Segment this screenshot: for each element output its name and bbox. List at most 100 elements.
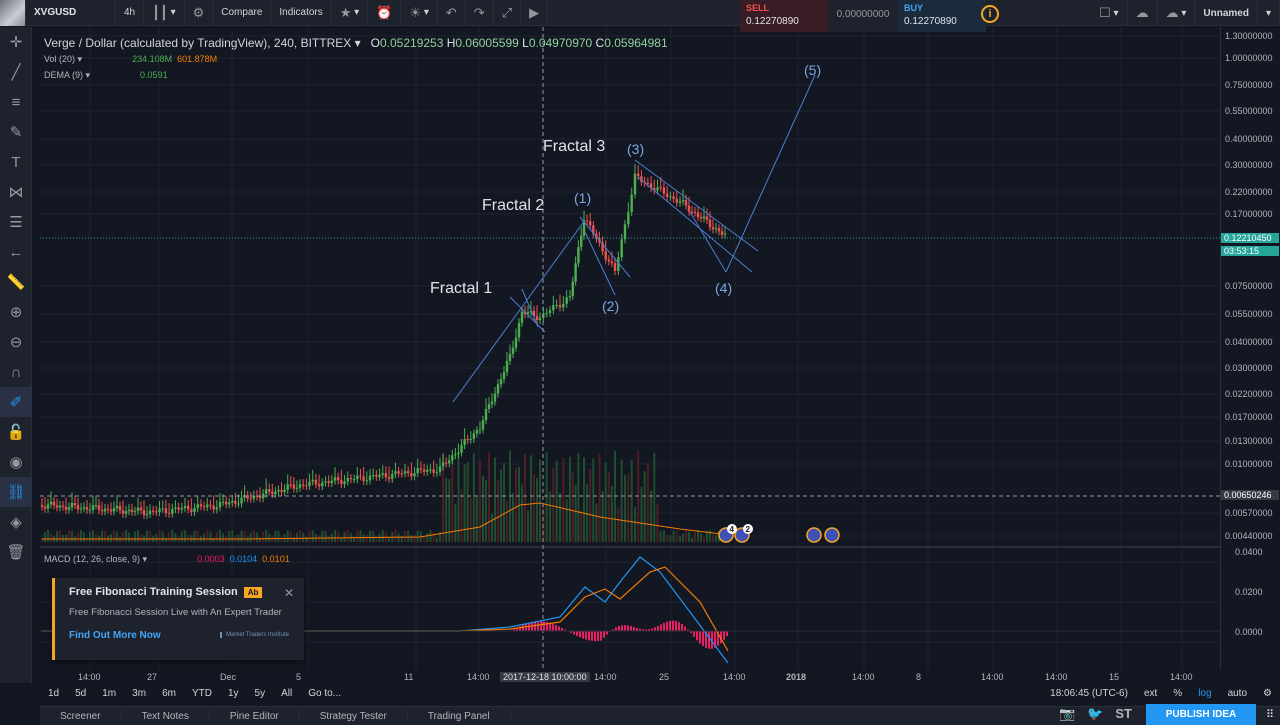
volume-bar [259, 537, 261, 542]
lock-icon[interactable]: 🔓 [6, 424, 26, 441]
trendline[interactable] [579, 216, 631, 278]
prediction-tool-icon[interactable]: ☰ [9, 214, 23, 231]
volume-bar [643, 471, 646, 542]
range-button-5y[interactable]: 5y [254, 687, 266, 699]
scale-option[interactable]: log [1198, 687, 1212, 699]
volume-label[interactable]: Vol (20) [44, 54, 76, 64]
undo-button[interactable]: ↶ [438, 0, 466, 26]
scale-option[interactable]: % [1173, 687, 1183, 699]
price-axis[interactable]: 1.30000000 1.00000000 0.75000000 0.55000000… [1220, 27, 1280, 670]
close-icon[interactable]: ✕ [283, 586, 294, 600]
indicators-button[interactable]: Indicators [271, 0, 332, 26]
favorites-button[interactable]: ★ ▾ [332, 0, 369, 26]
redo-button[interactable]: ↷ [466, 0, 494, 26]
stay-drawing-mode-icon[interactable]: ✐ [0, 387, 32, 417]
candle-body [67, 507, 71, 510]
clock[interactable]: 18:06:45 (UTC-6) [1050, 687, 1128, 699]
magnet-icon[interactable]: ∩ [10, 363, 22, 381]
event-count-badge [727, 524, 737, 534]
replay-button[interactable]: ☀ ▾ [401, 0, 438, 26]
scale-option[interactable]: auto [1227, 687, 1248, 699]
chart-type-button[interactable]: ┃┃ ▾ [144, 0, 185, 26]
trendline[interactable] [509, 296, 546, 333]
trendline[interactable] [452, 219, 586, 403]
tab-trading-panel[interactable]: Trading Panel [408, 710, 511, 722]
range-button-all[interactable]: All [281, 687, 293, 699]
cloud-load-button[interactable]: ☁ [1128, 0, 1158, 26]
text-tool-icon[interactable]: T [11, 153, 21, 171]
range-button-3m[interactable]: 3m [132, 687, 147, 699]
zoom-out-icon[interactable]: ⊖ [9, 334, 23, 351]
crosshair-tool-icon[interactable]: ✛ [9, 34, 23, 51]
user-avatar[interactable] [0, 0, 26, 26]
tab-strategy-tester[interactable]: Strategy Tester [300, 710, 408, 722]
range-button-1y[interactable]: 1y [227, 687, 239, 699]
layout-name[interactable]: Unnamed [1195, 0, 1258, 26]
info-icon[interactable]: i [981, 5, 999, 23]
candle-body [231, 500, 234, 503]
zoom-in-icon[interactable]: ⊕ [9, 304, 23, 321]
layers-icon[interactable]: ◈ [10, 514, 22, 531]
macd-label[interactable]: MACD (12, 26, close, 9) [44, 554, 141, 564]
fullscreen-button[interactable]: ⤢ [494, 0, 522, 26]
trendline[interactable] [689, 211, 727, 273]
scale-option[interactable]: ext [1143, 687, 1158, 699]
ruler-tool-icon[interactable]: 📏 [6, 274, 26, 291]
symbol-title[interactable]: Verge / Dollar (calculated by TradingVie… [44, 36, 352, 50]
tab-text-notes[interactable]: Text Notes [122, 710, 210, 722]
candle-body [665, 193, 669, 197]
interval-button[interactable]: 4h [116, 0, 145, 26]
goto-button[interactable]: Go to... [308, 687, 342, 699]
alert-button[interactable]: ⏰ [368, 0, 402, 26]
event-flag-icon[interactable] [806, 527, 822, 543]
link-icon[interactable]: ⛓ [0, 477, 32, 507]
range-button-5d[interactable]: 5d [75, 687, 87, 699]
trendline[interactable] [634, 159, 759, 252]
range-button-6m[interactable]: 6m [162, 687, 176, 699]
cloud-save-button[interactable]: ☁ ▾ [1158, 0, 1196, 26]
macd-histogram-bar [657, 625, 659, 631]
volume-bar [432, 532, 435, 542]
compare-button[interactable]: Compare [213, 0, 272, 26]
eye-icon[interactable]: ◉ [9, 454, 23, 471]
camera-icon[interactable]: 📷 [1059, 706, 1076, 721]
layout-menu-button[interactable]: ▾ [1258, 0, 1280, 26]
wave-2-label: (2) [602, 298, 619, 314]
tab-screener[interactable]: Screener [40, 710, 122, 722]
sell-button[interactable]: SELL 0.12270890 [740, 0, 828, 32]
trendline[interactable] [725, 74, 816, 273]
price-tick-label: 1.00000000 [1225, 53, 1273, 63]
trendline-tool-icon[interactable]: ╱ [11, 64, 21, 81]
price-chart[interactable]: Fractal 1 Fractal 2 Fractal 3 (1) (2) (3… [40, 27, 1220, 670]
buy-button[interactable]: BUY 0.12270890 [898, 0, 986, 32]
pattern-tool-icon[interactable]: ⋈ [8, 184, 24, 201]
settings-button[interactable]: ⚙ [185, 0, 214, 26]
volume-bar [68, 530, 70, 542]
dema-label[interactable]: DEMA (9) [44, 70, 84, 80]
symbol-search-button[interactable]: XVGUSD [26, 0, 116, 26]
back-arrow-icon[interactable]: ← [8, 243, 24, 261]
range-button-ytd[interactable]: YTD [191, 687, 212, 699]
grip-icon[interactable]: ⠿ [1265, 709, 1274, 721]
range-button-1d[interactable]: 1d [48, 687, 60, 699]
publish-idea-button[interactable]: PUBLISH IDEA [1146, 704, 1256, 725]
stocktwits-icon[interactable]: ST [1115, 706, 1132, 721]
play-button[interactable]: ▶ [521, 0, 549, 26]
trendline[interactable] [584, 231, 616, 296]
time-tick-label: 25 [659, 672, 670, 682]
ad-link[interactable]: Find Out More Now [69, 630, 161, 641]
candle-body [413, 473, 416, 477]
macd-histogram-bar [690, 631, 692, 634]
fib-tool-icon[interactable]: ≡ [11, 93, 21, 111]
twitter-icon[interactable]: 🐦 [1087, 706, 1104, 721]
trash-icon[interactable]: 🗑 [6, 544, 26, 561]
brush-tool-icon[interactable]: ✎ [9, 124, 23, 141]
trendline[interactable] [521, 288, 539, 328]
event-badges[interactable]: 4 2 [718, 524, 840, 543]
layout-button[interactable]: ☐ ▾ [1091, 0, 1128, 26]
event-flag-icon[interactable] [824, 527, 840, 543]
range-button-1m[interactable]: 1m [102, 687, 117, 699]
tab-pine-editor[interactable]: Pine Editor [210, 710, 300, 722]
chart-settings-gear-icon[interactable]: ⚙ [1263, 687, 1272, 699]
time-axis[interactable]: 14:00 27 Dec 5 11 14:00 14:00 25 14:00 2018 14:00 8… [40, 670, 1220, 684]
